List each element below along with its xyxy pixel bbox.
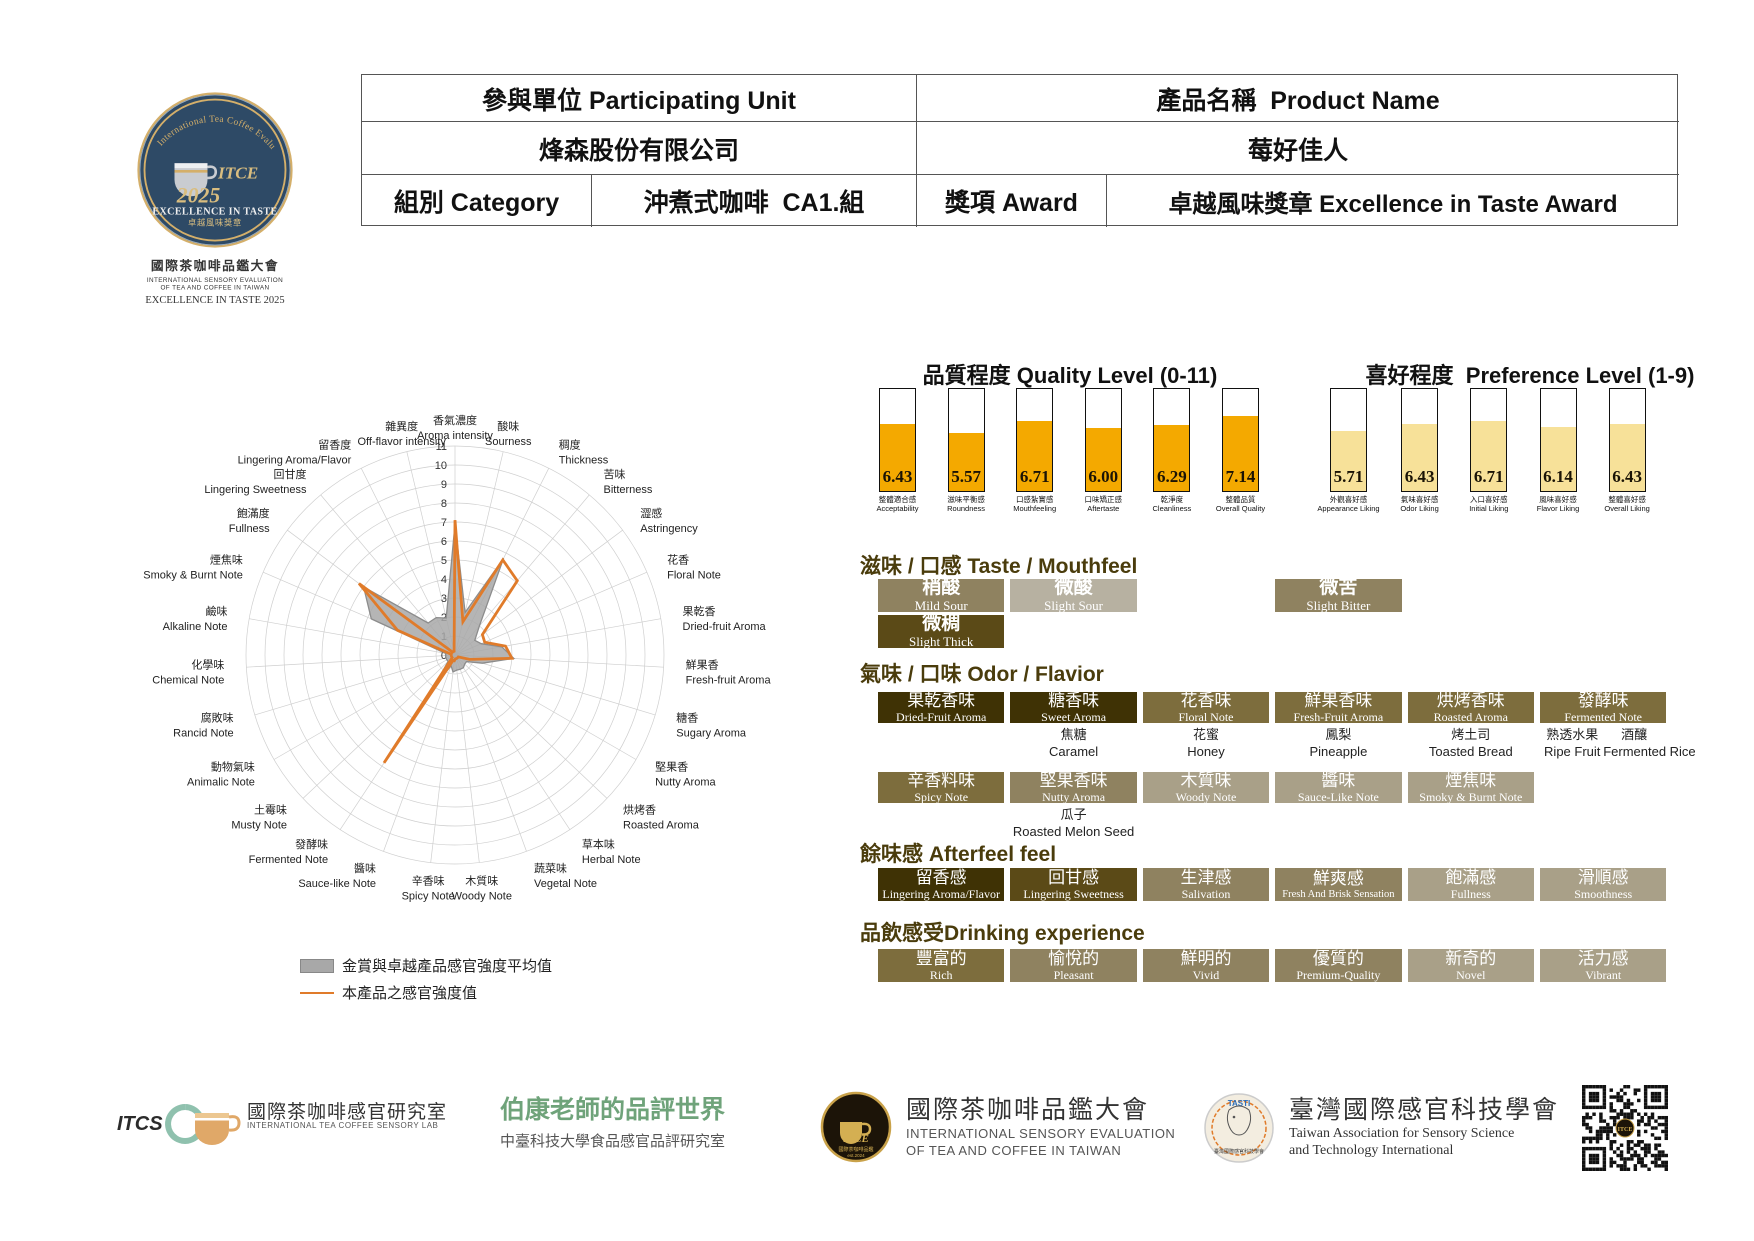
svg-text:Chemical Note: Chemical Note <box>152 674 224 686</box>
svg-text:EXCELLENCE IN TASTE: EXCELLENCE IN TASTE <box>152 206 277 217</box>
svg-text:香氣濃度: 香氣濃度 <box>433 413 477 427</box>
svg-text:Lingering Aroma/Flavor: Lingering Aroma/Flavor <box>238 455 352 467</box>
svg-text:Woody Note: Woody Note <box>452 890 512 902</box>
svg-text:澀感: 澀感 <box>640 507 662 520</box>
svg-text:化學味: 化學味 <box>191 657 224 671</box>
svg-text:Thickness: Thickness <box>559 455 609 467</box>
svg-text:Sauce-like Note: Sauce-like Note <box>298 878 376 890</box>
svg-text:4: 4 <box>441 574 447 586</box>
svg-text:果乾香: 果乾香 <box>683 605 716 618</box>
svg-text:堅果香: 堅果香 <box>655 761 688 774</box>
svg-text:Nutty Aroma: Nutty Aroma <box>655 777 716 789</box>
svg-text:6: 6 <box>441 536 447 548</box>
svg-text:辛香味: 辛香味 <box>412 873 445 887</box>
svg-text:煙焦味: 煙焦味 <box>210 554 243 567</box>
svg-text:發酵味: 發酵味 <box>295 837 328 851</box>
svg-text:烘烤香: 烘烤香 <box>623 803 656 817</box>
svg-text:稠度: 稠度 <box>559 438 581 452</box>
svg-text:Herbal Note: Herbal Note <box>582 854 641 866</box>
svg-text:酸味: 酸味 <box>497 419 519 433</box>
svg-text:8: 8 <box>441 498 447 510</box>
svg-text:ITCE: ITCE <box>842 1133 869 1145</box>
svg-text:2025: 2025 <box>176 183 221 207</box>
svg-text:卓越風味獎章: 卓越風味獎章 <box>188 218 242 228</box>
svg-text:3: 3 <box>441 593 447 605</box>
svg-text:動物氣味: 動物氣味 <box>211 760 255 774</box>
svg-text:糖香: 糖香 <box>676 710 698 724</box>
svg-text:ITCE: ITCE <box>1618 1127 1633 1133</box>
svg-text:留香度: 留香度 <box>318 438 351 452</box>
svg-text:國際茶咖啡品鑑: 國際茶咖啡品鑑 <box>838 1146 873 1153</box>
svg-text:Animalic Note: Animalic Note <box>187 777 255 789</box>
svg-text:Fullness: Fullness <box>229 523 270 535</box>
svg-text:Roasted Aroma: Roasted Aroma <box>623 820 700 832</box>
svg-text:蔬菜味: 蔬菜味 <box>534 862 567 875</box>
svg-text:土霉味: 土霉味 <box>254 804 287 817</box>
svg-text:Off-flavor intensity: Off-flavor intensity <box>357 436 446 448</box>
svg-text:Bitterness: Bitterness <box>604 484 653 496</box>
svg-text:Astringency: Astringency <box>640 523 698 535</box>
svg-text:Sugary Aroma: Sugary Aroma <box>676 727 747 739</box>
svg-text:5: 5 <box>441 555 447 567</box>
svg-text:雜異度: 雜異度 <box>385 419 418 433</box>
svg-text:ITCS: ITCS <box>117 1113 163 1135</box>
svg-text:Rancid Note: Rancid Note <box>173 727 234 739</box>
svg-text:苦味: 苦味 <box>604 468 626 481</box>
svg-text:Smoky & Burnt Note: Smoky & Burnt Note <box>143 570 243 582</box>
svg-text:Musty Note: Musty Note <box>231 820 287 832</box>
svg-text:回甘度: 回甘度 <box>274 467 307 481</box>
svg-text:Sourness: Sourness <box>485 436 532 448</box>
svg-text:Alkaline Note: Alkaline Note <box>163 621 228 633</box>
svg-text:Lingering Sweetness: Lingering Sweetness <box>204 484 307 496</box>
svg-text:Fermented Note: Fermented Note <box>249 854 328 866</box>
svg-text:Fresh-fruit Aroma: Fresh-fruit Aroma <box>686 674 772 686</box>
svg-text:鮮果香: 鮮果香 <box>686 657 719 671</box>
svg-text:腐敗味: 腐敗味 <box>201 710 234 724</box>
svg-text:Spicy Note: Spicy Note <box>402 890 455 902</box>
svg-text:草本味: 草本味 <box>582 837 615 851</box>
svg-text:10: 10 <box>435 460 447 472</box>
svg-text:木質味: 木質味 <box>465 873 498 887</box>
svg-text:Floral Note: Floral Note <box>667 570 721 582</box>
svg-text:Vegetal Note: Vegetal Note <box>534 878 597 890</box>
svg-text:Dried-fruit Aroma: Dried-fruit Aroma <box>683 621 767 633</box>
svg-text:9: 9 <box>441 479 447 491</box>
svg-text:飽滿度: 飽滿度 <box>237 506 270 520</box>
svg-text:鹼味: 鹼味 <box>206 604 228 618</box>
svg-text:TASTI: TASTI <box>1228 1099 1251 1108</box>
svg-text:est.2024: est.2024 <box>847 1153 865 1158</box>
svg-text:花香: 花香 <box>667 554 689 567</box>
svg-text:7: 7 <box>441 517 447 529</box>
svg-text:ITCE: ITCE <box>217 163 258 182</box>
svg-text:醬味: 醬味 <box>354 861 376 875</box>
svg-text:臺灣國際感官科技學會: 臺灣國際感官科技學會 <box>1214 1148 1264 1155</box>
